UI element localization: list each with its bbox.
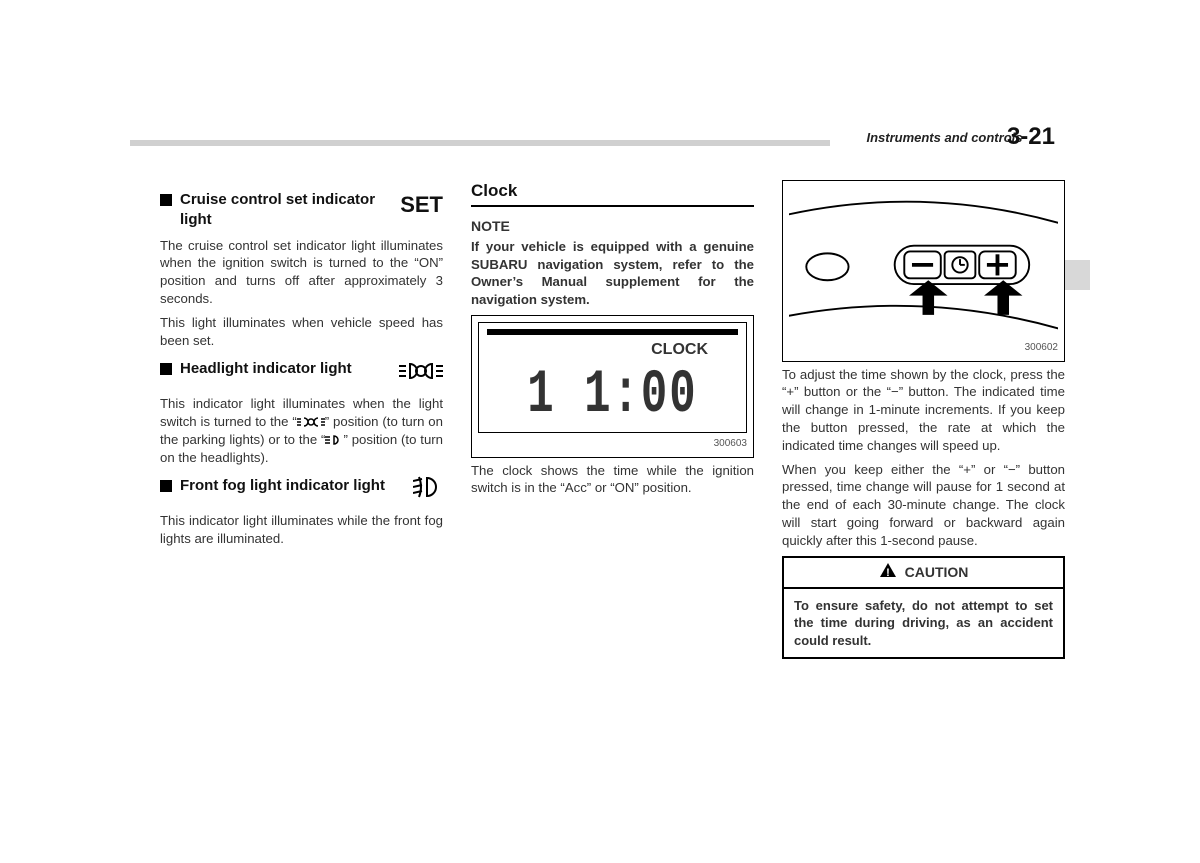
section-clock: Clock bbox=[471, 180, 754, 207]
figure-ref-602: 300602 bbox=[789, 341, 1058, 355]
figure-ref-603: 300603 bbox=[478, 437, 747, 451]
bullet-square-icon bbox=[160, 363, 172, 375]
fog-p1: This indicator light illuminates while t… bbox=[160, 512, 443, 548]
heading-cruise-text: Cruise control set indicator light bbox=[180, 190, 392, 231]
lcd-display: CLOCK 1 1:00 bbox=[478, 322, 747, 433]
heading-headlight-text: Headlight indicator light bbox=[180, 359, 391, 379]
heading-fog-text: Front fog light indicator light bbox=[180, 476, 405, 496]
caution-heading: ! CAUTION bbox=[782, 556, 1065, 589]
header-rule bbox=[130, 140, 830, 146]
warning-triangle-icon: ! bbox=[879, 562, 897, 583]
caution-body: To ensure safety, do not attempt to set … bbox=[782, 589, 1065, 660]
heading-fog: Front fog light indicator light bbox=[160, 476, 443, 506]
bullet-square-icon bbox=[160, 194, 172, 206]
lcd-time: 1 1:00 bbox=[527, 355, 697, 438]
adjust-p2: When you keep either the “+” or “−” butt… bbox=[782, 461, 1065, 550]
lcd-topbar bbox=[487, 329, 738, 335]
adjust-p1: To adjust the time shown by the clock, p… bbox=[782, 366, 1065, 455]
dashboard-illustration bbox=[789, 187, 1058, 337]
figure-clock-buttons: 300602 bbox=[782, 180, 1065, 362]
bullet-square-icon bbox=[160, 480, 172, 492]
cruise-p2: This light illuminates when vehicle spee… bbox=[160, 314, 443, 350]
column-2: Clock NOTE If your vehicle is equipped w… bbox=[471, 180, 754, 659]
page-number: 3-21 bbox=[1007, 123, 1055, 151]
heading-headlight: Headlight indicator light bbox=[160, 359, 443, 389]
cruise-p1: The cruise control set indicator light i… bbox=[160, 237, 443, 308]
note-body: If your vehicle is equipped with a genui… bbox=[471, 238, 754, 309]
running-head-text: Instruments and controls bbox=[866, 130, 1022, 145]
content-columns: Cruise control set indicator light SET T… bbox=[160, 180, 1065, 659]
note-label: NOTE bbox=[471, 217, 754, 236]
column-3: 300602 To adjust the time shown by the c… bbox=[782, 180, 1065, 659]
parking-light-icon bbox=[399, 359, 443, 389]
headlight-p1: This indicator light illuminates when th… bbox=[160, 395, 443, 466]
column-1: Cruise control set indicator light SET T… bbox=[160, 180, 443, 659]
caution-label: CAUTION bbox=[905, 563, 969, 582]
set-indicator-icon: SET bbox=[400, 190, 443, 220]
figure-clock-lcd: CLOCK 1 1:00 300603 bbox=[471, 315, 754, 457]
svg-text:!: ! bbox=[886, 567, 890, 578]
clock-p1: The clock shows the time while the ignit… bbox=[471, 462, 754, 498]
fog-light-icon bbox=[413, 476, 443, 506]
heading-cruise: Cruise control set indicator light SET bbox=[160, 190, 443, 231]
